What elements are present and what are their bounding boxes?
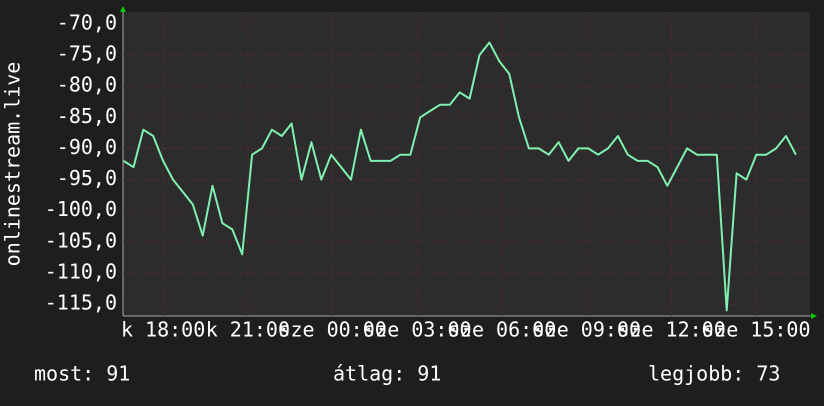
y-tick-label: -90,0 xyxy=(57,135,117,159)
y-tick-label: -70,0 xyxy=(57,10,117,34)
y-tick-label: -95,0 xyxy=(57,166,117,190)
x-tick-label: sze 03:00 xyxy=(363,318,471,342)
x-tick-label: sze 09:00 xyxy=(533,318,641,342)
x-tick-label: sze 06:00 xyxy=(448,318,556,342)
y-tick-label: -80,0 xyxy=(57,73,117,97)
x-tick-label: sze 12:00 xyxy=(617,318,725,342)
y-tick-label: -85,0 xyxy=(57,104,117,128)
y-tick-label: -115,0 xyxy=(45,291,117,315)
axis-arrow xyxy=(120,6,126,12)
x-tick-label: sze 15:00 xyxy=(702,318,810,342)
y-axis-label: onlinestream.live xyxy=(1,62,25,267)
x-tick-label: k 18:00 xyxy=(121,318,205,342)
x-tick-label: sze 00:00 xyxy=(278,318,386,342)
y-tick-label: -100,0 xyxy=(45,197,117,221)
plot-area xyxy=(123,12,810,316)
y-tick-label: -75,0 xyxy=(57,41,117,65)
footer-best: legjobb: 73 xyxy=(648,362,780,386)
y-tick-label: -105,0 xyxy=(45,228,117,252)
footer-average: átlag: 91 xyxy=(333,362,441,386)
y-tick-label: -110,0 xyxy=(45,260,117,284)
axis-arrow xyxy=(811,313,817,319)
data-line xyxy=(123,41,797,312)
x-tick-label: k 21:00 xyxy=(206,318,290,342)
footer-current: most: 91 xyxy=(34,362,130,386)
